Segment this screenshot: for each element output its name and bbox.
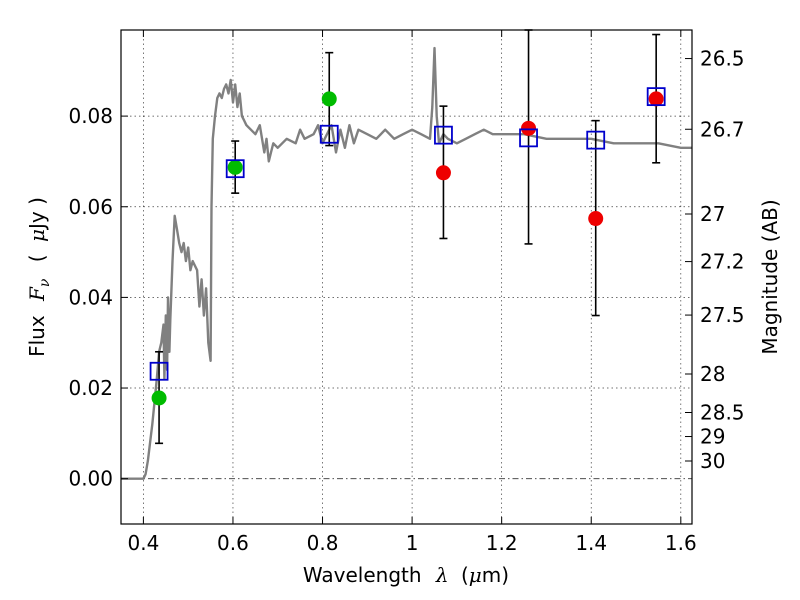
y-axis-title-unit-mu: μ <box>25 229 49 242</box>
y2-tick-label: 30 <box>700 449 725 473</box>
y-axis-title-text: Flux <box>25 315 49 357</box>
x-tick-label: 0.8 <box>307 531 339 555</box>
observed-point <box>151 390 167 406</box>
model-point <box>225 159 245 179</box>
x-tick-label: 1.6 <box>665 531 697 555</box>
y-tick-label: 0.08 <box>68 104 113 128</box>
y-tick-label: 0.02 <box>68 376 113 400</box>
x-tick-label: 1.4 <box>575 531 607 555</box>
x-axis-title-unit-rest: m) <box>482 563 509 587</box>
plot-frame <box>120 29 693 525</box>
data-layer <box>121 29 692 480</box>
model-point <box>646 87 666 107</box>
y-axis-title-subscript: ν <box>37 278 53 287</box>
y-tick-label: 0.00 <box>68 467 113 491</box>
y-tick-label: 0.06 <box>68 195 113 219</box>
y2-tick-label: 29 <box>700 425 725 449</box>
x-axis-title-unit-mu: μ <box>469 563 482 587</box>
y2-tick-label: 26.7 <box>700 117 745 141</box>
observed-point <box>521 120 537 136</box>
y2-tick-label: 28 <box>700 362 725 386</box>
tick-layer: 0.4 0.6 0.8 1 1.2 1.4 1.6 0.00 0.02 0.04 0.06 0.08 2… <box>68 30 745 555</box>
y2-tick-label: 28.5 <box>700 401 745 425</box>
x-axis-title: Wavelength λ (μm) <box>303 563 509 587</box>
y2-tick-label: 26.5 <box>700 47 745 71</box>
y-axis-title-unit-rest: Jy ) <box>25 197 49 231</box>
grid-layer <box>121 30 692 524</box>
y-axis-title-symbol: F <box>25 286 49 302</box>
observed-point <box>588 211 604 227</box>
model-point <box>434 125 453 145</box>
x-tick-label: 1 <box>406 531 419 555</box>
model-point <box>586 130 606 150</box>
model-point <box>149 361 169 381</box>
x-axis-title-text: Wavelength <box>303 563 422 587</box>
x-tick-label: 1.2 <box>486 531 518 555</box>
x-tick-label: 0.6 <box>217 531 249 555</box>
y2-tick-label: 27 <box>700 202 725 226</box>
x-axis-title-unit-open: ( <box>461 563 469 587</box>
y-axis-title-unit-open: ( <box>25 254 49 262</box>
x-axis-title-symbol: λ <box>435 563 449 587</box>
y-axis-title: Flux Fν ( μJy ) <box>25 197 54 357</box>
model-point <box>319 124 339 144</box>
x-tick-label: 0.4 <box>127 531 159 555</box>
y-tick-label: 0.04 <box>68 285 113 309</box>
observed-point <box>321 91 337 107</box>
observed-point <box>227 159 243 175</box>
model-spectrum-line <box>121 46 692 480</box>
observed-point <box>648 91 664 107</box>
model-point <box>519 128 538 148</box>
observed-point <box>435 165 451 181</box>
y2-tick-label: 27.2 <box>700 250 745 274</box>
y2-axis-title: Magnitude (AB) <box>758 199 782 354</box>
y2-tick-label: 27.5 <box>700 303 745 327</box>
